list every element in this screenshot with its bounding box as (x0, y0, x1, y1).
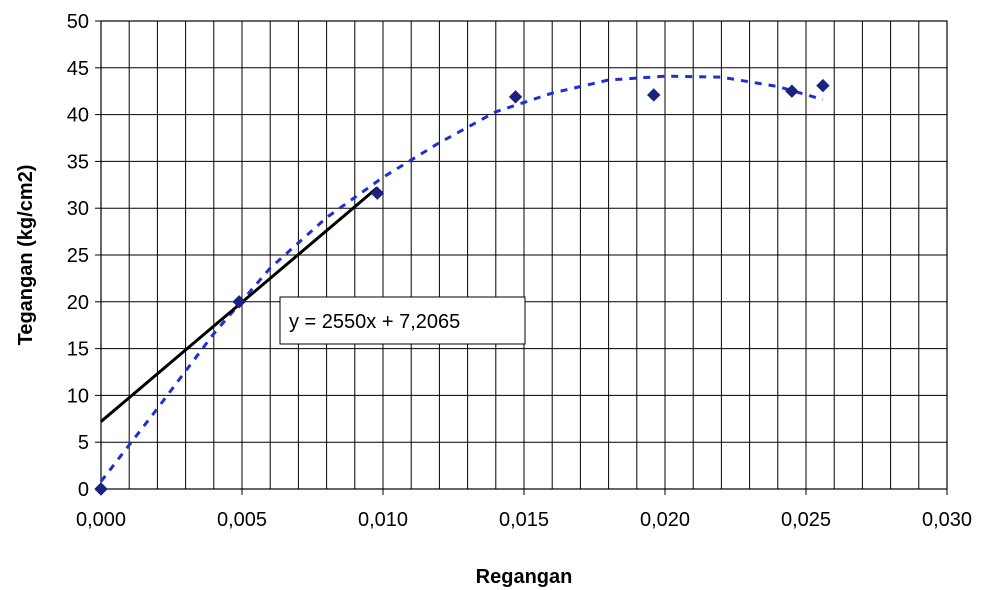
y-tick-label: 50 (67, 11, 89, 33)
y-tick-label: 25 (67, 245, 89, 267)
x-tick-label: 0,025 (781, 509, 831, 531)
data-points (94, 78, 830, 496)
equation-box-frame (279, 296, 526, 345)
data-point-marker (647, 88, 661, 102)
y-tick-label: 5 (78, 432, 89, 454)
y-tick-label: 40 (67, 105, 89, 127)
y-tick-label: 30 (67, 198, 89, 220)
x-axis-title: Regangan (476, 566, 573, 588)
trend-curve (99, 74, 824, 483)
trend-curve-layer (99, 74, 824, 483)
axes (95, 20, 948, 495)
y-tick-label: 10 (67, 385, 89, 407)
y-tick-label: 20 (67, 292, 89, 314)
x-tick-label: 0,015 (499, 509, 549, 531)
data-point-marker (232, 295, 246, 309)
y-tick-labels: 0 5 10 15 20 25 30 35 40 45 50 (67, 11, 89, 501)
data-point-marker (370, 186, 385, 200)
equation-label: y = 2550x + 7,2065 (289, 311, 460, 333)
x-tick-labels: 0,000 0,005 0,010 0,015 0,020 0,025 0,030 (76, 509, 972, 531)
data-point-marker (785, 84, 799, 98)
data-point-marker (816, 78, 830, 93)
data-point-marker (94, 482, 108, 496)
x-tick-label: 0,010 (358, 509, 408, 531)
data-point-marker (508, 90, 523, 104)
x-tick-label: 0,020 (640, 509, 690, 531)
y-tick-label: 0 (78, 479, 89, 501)
x-tick-label: 0,000 (76, 509, 126, 531)
x-tick-label: 0,005 (217, 509, 267, 531)
y-axis-title: Tegangan (kg/cm2) (15, 165, 37, 346)
grid (101, 20, 947, 489)
y-tick-label: 15 (67, 339, 89, 361)
y-tick-label: 45 (67, 58, 89, 80)
y-tick-label: 35 (67, 151, 89, 173)
x-tick-label: 0,030 (922, 509, 972, 531)
equation-box: y = 2550x + 7,2065 (279, 296, 526, 345)
